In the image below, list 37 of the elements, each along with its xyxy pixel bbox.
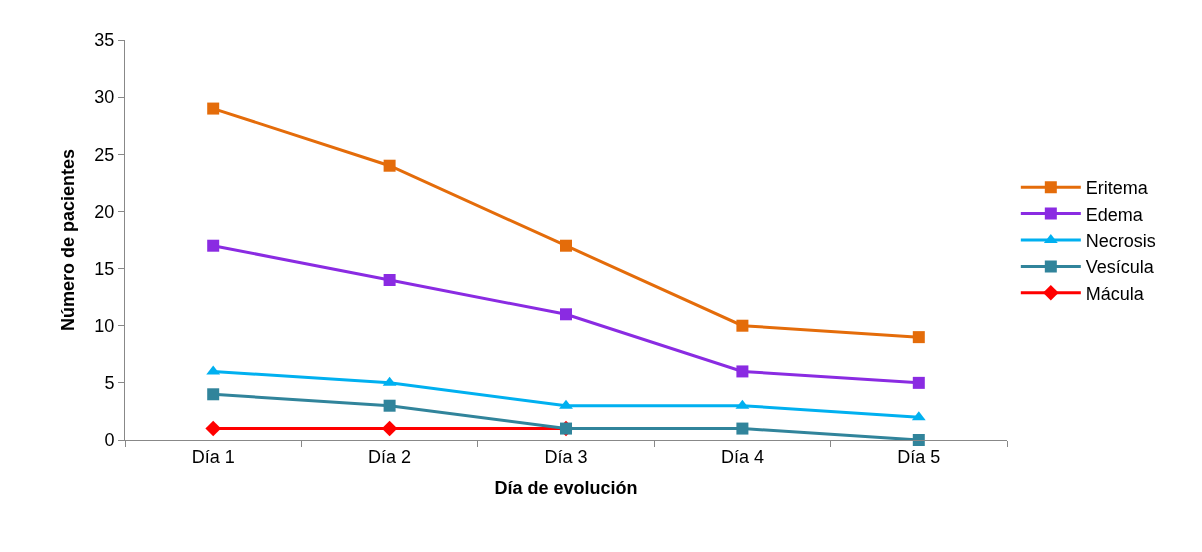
legend-label: Eritema [1085,178,1149,199]
point [560,308,572,321]
x-tick-label: Día 3 [544,446,588,467]
point [383,274,396,286]
x-axis-title: Día de evolución [494,477,638,498]
x-tick-label: Día 2 [368,446,412,467]
point [912,376,925,389]
y-tick-label: 0 [104,430,115,451]
x-tick-label: Día 5 [897,446,941,467]
legend-label: Mácula [1085,283,1145,304]
point [381,420,398,437]
point [207,388,220,401]
y-tick-label: 25 [94,144,115,165]
point [736,365,749,378]
point [912,434,925,446]
point [912,331,925,344]
x-tick-label: Día 4 [720,446,764,467]
y-tick-label: 20 [94,201,115,222]
y-tick-label: 30 [94,87,115,108]
legend-label: Necrosis [1085,231,1156,252]
point [560,239,572,252]
point [207,102,220,115]
point [736,422,749,435]
y-tick-label: 10 [94,316,115,337]
point [736,319,749,332]
y-tick-label: 5 [104,373,115,394]
point [207,239,220,252]
x-tick-label: Día 1 [191,446,235,467]
y-tick-label: 15 [94,258,115,279]
y-tick-label: 35 [94,30,115,51]
point [205,420,221,437]
point [383,399,396,412]
legend-label: Edema [1085,204,1144,225]
point [383,159,396,172]
legend-label: Vesícula [1085,257,1155,278]
point [559,399,573,409]
y-axis-title: Número de pacientes [57,148,78,332]
